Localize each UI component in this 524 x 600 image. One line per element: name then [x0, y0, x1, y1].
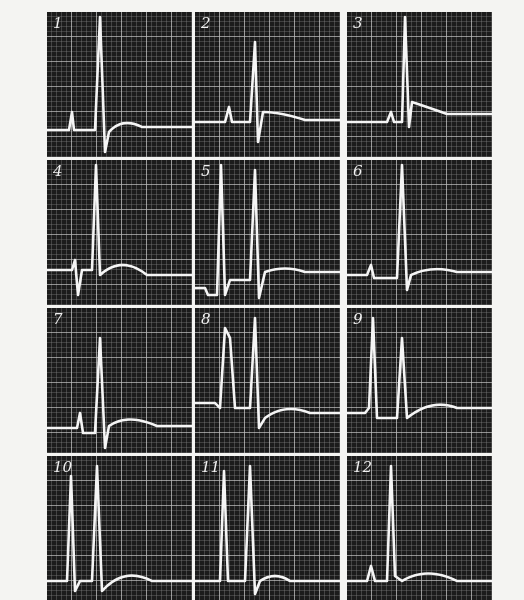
panel: 4	[47, 160, 192, 305]
panel: 8	[195, 308, 340, 453]
panel-label: 9	[353, 310, 363, 328]
panel: 2	[195, 12, 340, 157]
panel: 9	[347, 308, 492, 453]
panel: 12	[347, 456, 492, 600]
ecg-sheet: 1 2 3 4 5 6 7 8 9	[0, 0, 524, 600]
panel: 6	[347, 160, 492, 305]
panel-label: 11	[201, 458, 220, 476]
panel: 11	[195, 456, 340, 600]
panel-label: 6	[353, 162, 363, 180]
panel: 1	[47, 12, 192, 157]
panel: 3	[347, 12, 492, 157]
panel-label: 10	[53, 458, 73, 476]
panel-label: 2	[200, 14, 211, 32]
panel-label: 4	[52, 162, 63, 180]
panel: 10	[47, 456, 192, 600]
panel-label: 3	[353, 14, 363, 32]
panel-label: 8	[201, 310, 211, 328]
panel: 7	[47, 308, 192, 453]
panel: 5	[195, 160, 340, 305]
panel-label: 12	[353, 458, 372, 476]
panel-label: 5	[201, 162, 211, 180]
panel-label: 7	[53, 310, 63, 328]
panel-label: 1	[53, 14, 63, 32]
